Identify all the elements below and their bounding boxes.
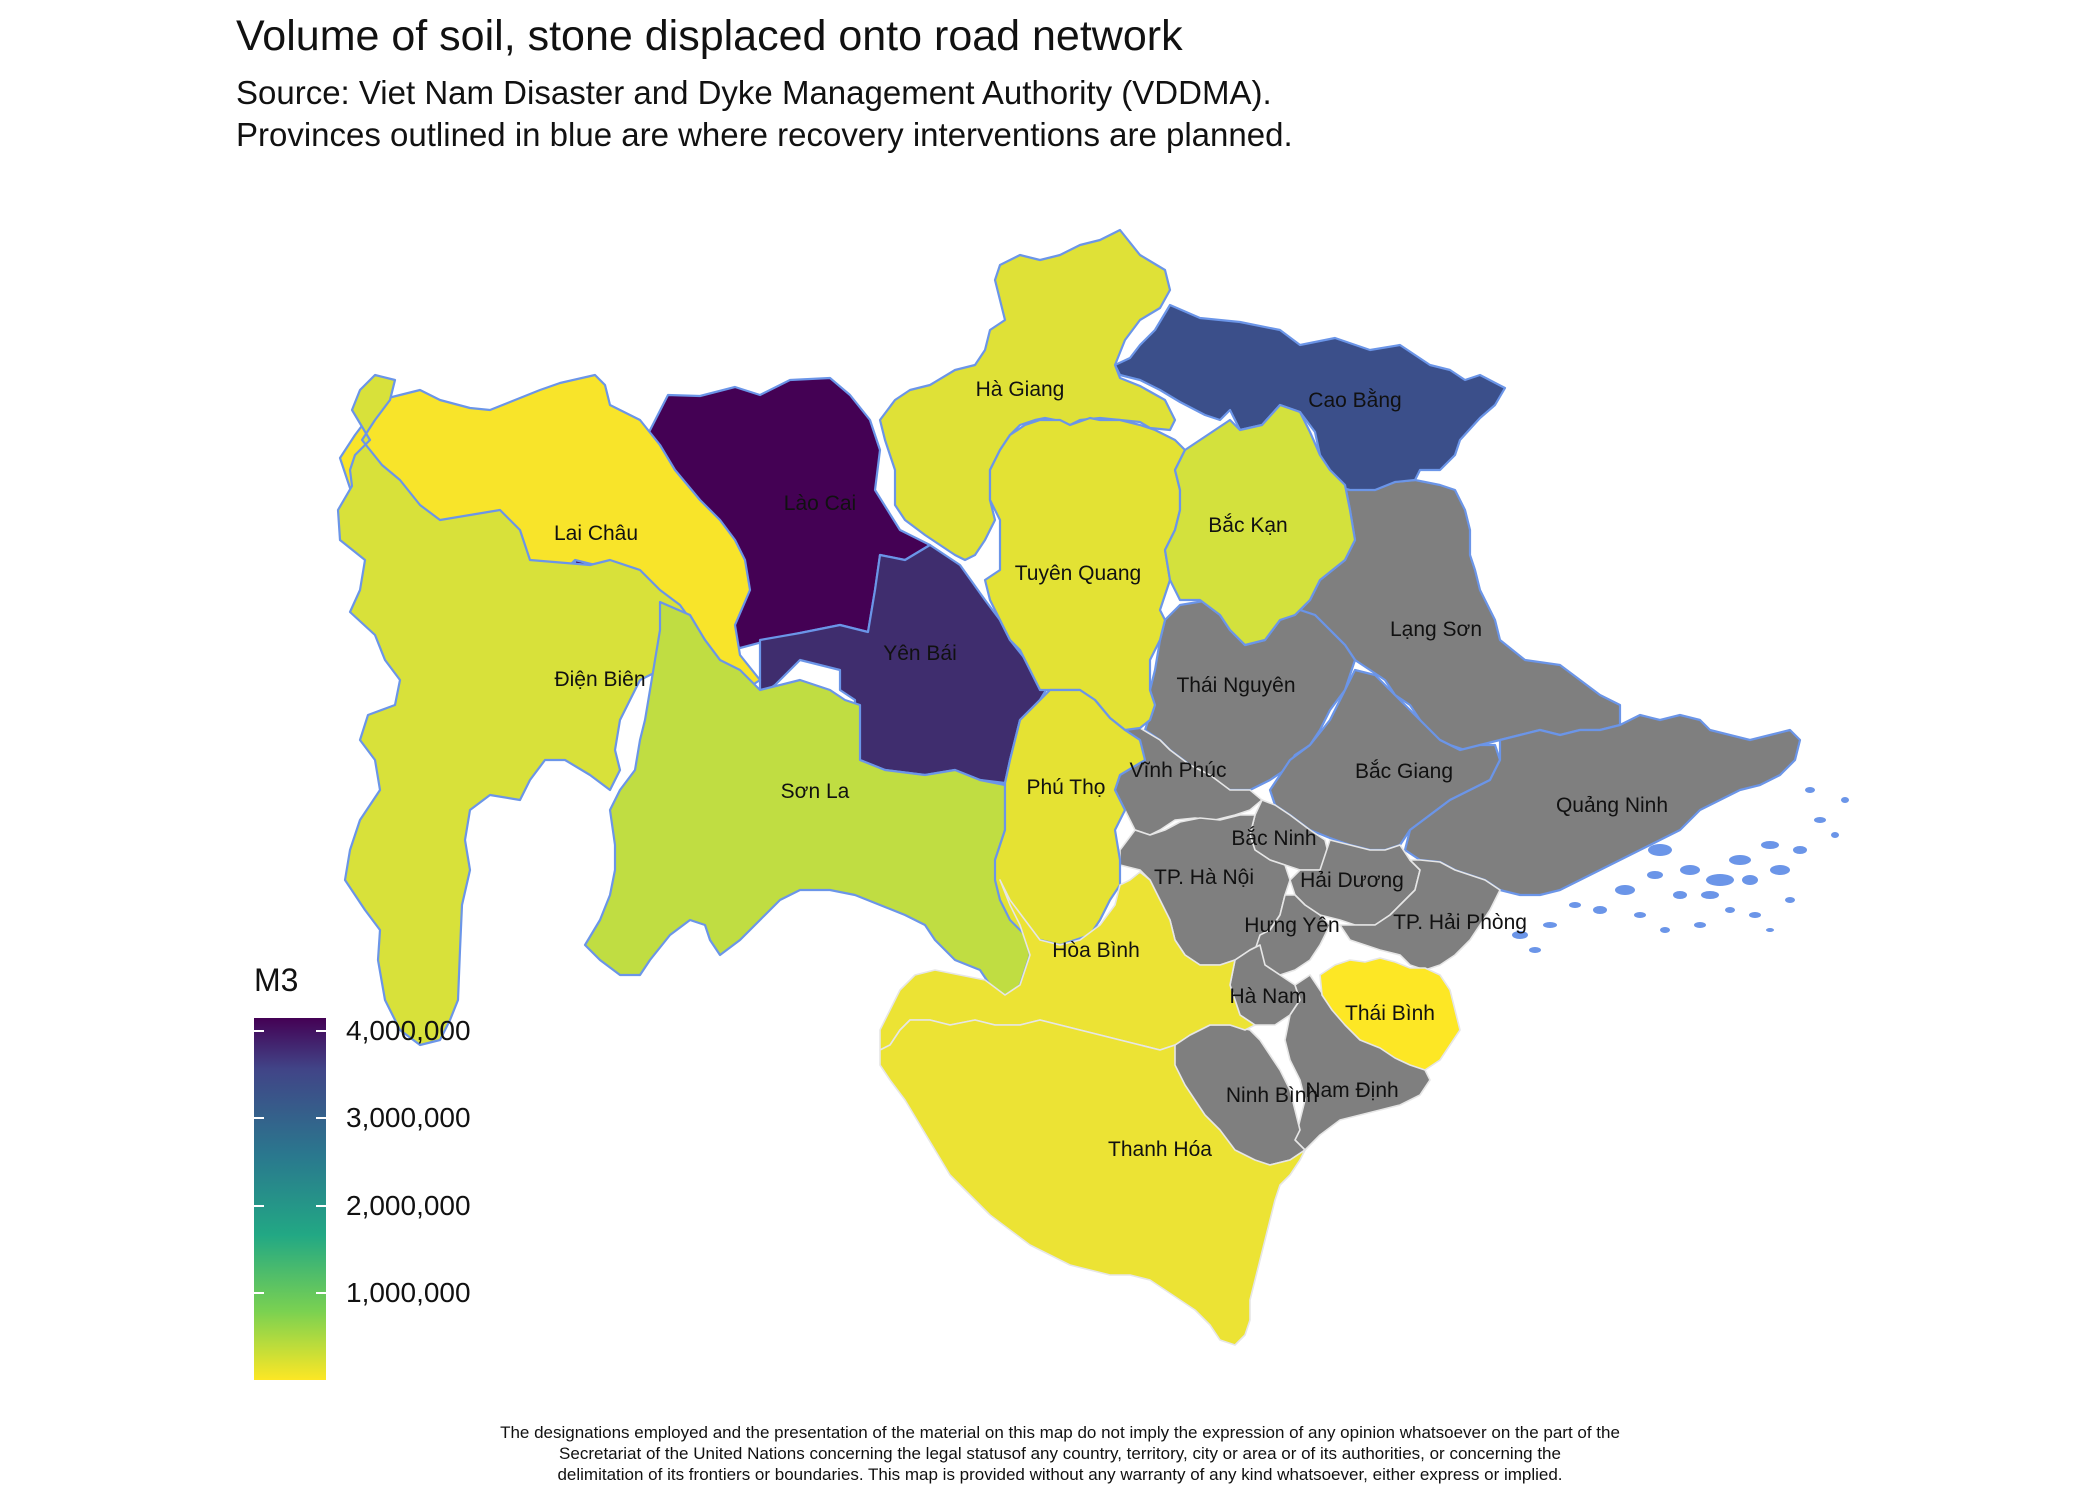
disclaimer-line-1: The designations employed and the presen… xyxy=(500,1423,1620,1442)
legend-title: M3 xyxy=(254,962,299,998)
province-phu-tho xyxy=(993,688,1147,947)
island-21 xyxy=(1831,832,1839,838)
map-subtitle-note: Provinces outlined in blue are where rec… xyxy=(236,116,1293,153)
island-2 xyxy=(1706,874,1734,886)
island-7 xyxy=(1729,855,1751,865)
island-10 xyxy=(1647,871,1663,879)
legend-tick-mark xyxy=(254,1117,264,1120)
legend-tick-mark xyxy=(316,1030,326,1033)
legend-tick-label: 4,000,000 xyxy=(346,1015,471,1047)
province-label-tuyen-quang: Tuyên Quang xyxy=(1015,562,1141,585)
province-ha-giang xyxy=(878,228,1177,562)
quang-ninh-islands xyxy=(1512,787,1849,953)
map-subtitle-source: Source: Viet Nam Disaster and Dyke Manag… xyxy=(236,74,1272,111)
province-label-bac-kan: Bắc Kạn xyxy=(1208,514,1287,537)
province-label-bac-ninh: Bắc Ninh xyxy=(1231,827,1316,850)
disclaimer-line-2: Secretariat of the United Nations concer… xyxy=(559,1444,1561,1463)
legend-tick-label: 3,000,000 xyxy=(346,1102,471,1134)
province-son-la xyxy=(583,600,1032,1002)
island-3 xyxy=(1742,875,1758,885)
province-quang-ninh xyxy=(1403,713,1802,897)
province-label-vinh-phuc: Vĩnh Phúc xyxy=(1130,759,1227,782)
province-label-yen-bai: Yên Bái xyxy=(883,642,957,665)
island-11 xyxy=(1615,885,1635,895)
province-thai-binh xyxy=(1319,957,1461,1071)
province-thanh-hoa xyxy=(879,1019,1306,1346)
legend-tick-mark xyxy=(254,1030,264,1033)
island-5 xyxy=(1793,846,1807,854)
province-label-hai-duong: Hải Dương xyxy=(1300,869,1404,892)
un-disclaimer: The designations employed and the presen… xyxy=(260,1422,1860,1485)
province-label-son-la: Sơn La xyxy=(781,780,850,803)
island-20 xyxy=(1785,897,1795,903)
province-label-hung-yen: Hưng Yên xyxy=(1244,914,1339,937)
island-17 xyxy=(1725,907,1735,913)
province-label-hoa-binh: Hòa Bình xyxy=(1052,939,1140,962)
map-title: Volume of soil, stone displaced onto roa… xyxy=(236,12,1183,60)
island-23 xyxy=(1766,928,1774,932)
island-8 xyxy=(1701,891,1719,899)
island-22 xyxy=(1841,797,1849,803)
province-label-bac-giang: Bắc Giang xyxy=(1355,760,1453,783)
province-label-tp-hai-phong: TP. Hải Phòng xyxy=(1393,911,1527,934)
province-hung-yen xyxy=(1254,894,1331,976)
legend-tick-label: 2,000,000 xyxy=(346,1189,471,1221)
province-label-phu-tho: Phú Thọ xyxy=(1026,776,1105,799)
disclaimer-line-3: delimitation of its frontiers or boundar… xyxy=(557,1465,1563,1484)
island-16 xyxy=(1749,912,1761,918)
province-label-nam-dinh: Nam Định xyxy=(1305,1079,1398,1102)
province-label-cao-bang: Cao Bằng xyxy=(1308,389,1401,412)
legend-tick-mark xyxy=(254,1291,264,1294)
island-9 xyxy=(1673,891,1687,899)
legend-colorbar xyxy=(254,1018,326,1380)
province-label-thai-nguyen: Thái Nguyên xyxy=(1176,674,1295,697)
island-4 xyxy=(1770,865,1790,875)
island-14 xyxy=(1814,817,1826,823)
province-label-tp-ha-noi: TP. Hà Nội xyxy=(1154,866,1254,889)
province-cao-bang xyxy=(1113,303,1507,492)
province-label-ha-giang: Hà Giang xyxy=(976,378,1065,401)
island-24 xyxy=(1512,931,1528,939)
island-0 xyxy=(1648,844,1672,856)
province-bac-kan xyxy=(1163,403,1357,647)
province-label-ha-nam: Hà Nam xyxy=(1229,985,1306,1008)
island-15 xyxy=(1805,787,1815,793)
island-27 xyxy=(1569,902,1581,908)
legend-tick-mark xyxy=(316,1204,326,1207)
island-26 xyxy=(1543,922,1557,928)
island-13 xyxy=(1634,912,1646,918)
province-label-dien-bien: Điện Biên xyxy=(554,668,645,691)
province-label-ninh-binh: Ninh Bình xyxy=(1226,1084,1318,1107)
province-label-thanh-hoa: Thanh Hóa xyxy=(1108,1138,1212,1161)
island-1 xyxy=(1680,865,1700,875)
island-25 xyxy=(1529,947,1541,953)
legend-tick-label: 1,000,000 xyxy=(346,1276,471,1308)
island-6 xyxy=(1761,841,1779,849)
island-18 xyxy=(1694,922,1706,928)
legend-tick-mark xyxy=(254,1204,264,1207)
province-label-lai-chau: Lai Châu xyxy=(554,522,638,545)
province-label-lao-cai: Lào Cai xyxy=(784,492,856,515)
island-12 xyxy=(1593,906,1607,914)
island-19 xyxy=(1660,927,1670,933)
province-label-thai-binh: Thái Bình xyxy=(1345,1002,1435,1025)
legend-tick-mark xyxy=(316,1117,326,1120)
province-label-lang-son: Lạng Sơn xyxy=(1390,618,1482,641)
legend-tick-mark xyxy=(316,1291,326,1294)
province-label-quang-ninh: Quảng Ninh xyxy=(1556,794,1668,817)
province-dien-bien xyxy=(336,373,722,1047)
